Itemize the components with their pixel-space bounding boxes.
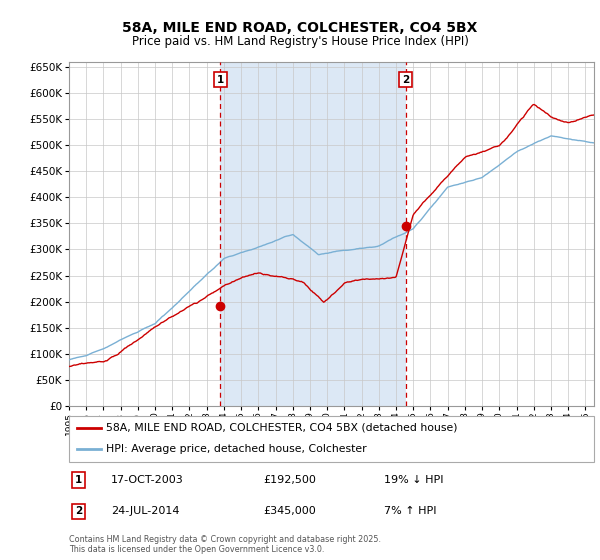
Bar [220,62,406,406]
Text: HPI: Average price, detached house, Colchester: HPI: Average price, detached house, Colc… [106,444,367,454]
Text: 17-OCT-2003: 17-OCT-2003 [111,475,184,485]
Text: Price paid vs. HM Land Registry's House Price Index (HPI): Price paid vs. HM Land Registry's House … [131,35,469,48]
Text: 24-JUL-2014: 24-JUL-2014 [111,506,179,516]
Text: £192,500: £192,500 [263,475,316,485]
Text: 2: 2 [402,75,409,85]
Text: 19% ↓ HPI: 19% ↓ HPI [384,475,443,485]
Text: 58A, MILE END ROAD, COLCHESTER, CO4 5BX (detached house): 58A, MILE END ROAD, COLCHESTER, CO4 5BX … [106,423,457,432]
Text: 1: 1 [217,75,224,85]
Text: £345,000: £345,000 [263,506,316,516]
Text: 2: 2 [75,506,82,516]
Text: 1: 1 [75,475,82,485]
Text: Contains HM Land Registry data © Crown copyright and database right 2025.
This d: Contains HM Land Registry data © Crown c… [69,535,381,554]
Text: 58A, MILE END ROAD, COLCHESTER, CO4 5BX: 58A, MILE END ROAD, COLCHESTER, CO4 5BX [122,21,478,35]
Text: 7% ↑ HPI: 7% ↑ HPI [384,506,437,516]
